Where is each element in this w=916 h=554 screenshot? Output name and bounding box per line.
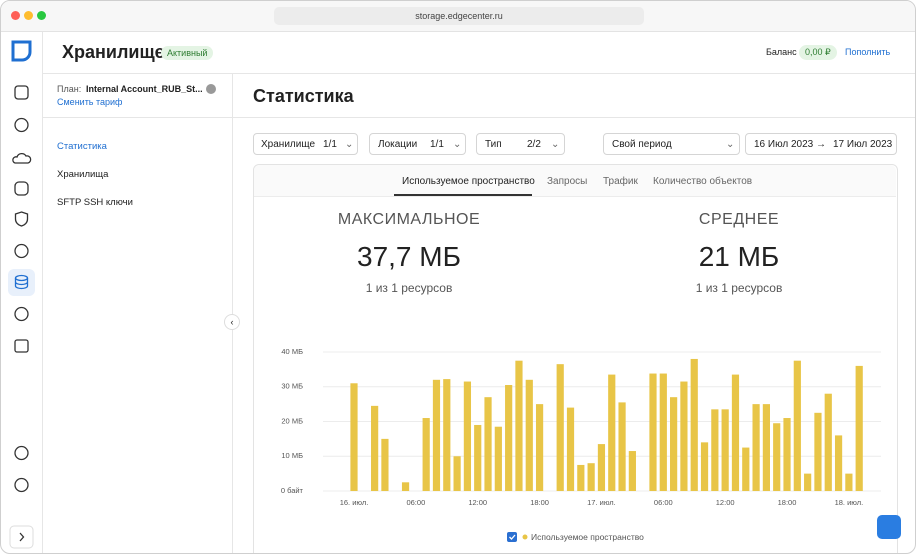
bar: [598, 444, 605, 491]
x-tick-label: 18:00: [530, 498, 549, 507]
bar: [856, 366, 863, 491]
bar: [350, 383, 357, 491]
bar: [577, 465, 584, 491]
bar: [752, 404, 759, 491]
bar: [629, 451, 636, 491]
legend-checkbox: [507, 532, 517, 542]
bar: [742, 448, 749, 491]
legend-swatch: [523, 535, 528, 540]
x-tick-label: 12:00: [716, 498, 735, 507]
bar: [505, 385, 512, 491]
x-tick-label: 18. июл.: [835, 498, 864, 507]
bar: [680, 382, 687, 491]
bar: [443, 379, 450, 491]
bar: [825, 394, 832, 491]
bar: [495, 427, 502, 491]
bar: [763, 404, 770, 491]
chat-button[interactable]: [877, 515, 901, 539]
bar: [783, 418, 790, 491]
bar: [588, 463, 595, 491]
bar: [536, 404, 543, 491]
bar: [381, 439, 388, 491]
x-tick-label: 16. июл.: [340, 498, 369, 507]
y-tick-label: 0 байт: [281, 486, 304, 495]
bar: [732, 375, 739, 491]
bar: [804, 474, 811, 491]
bar: [845, 474, 852, 491]
bar: [526, 380, 533, 491]
x-tick-label: 06:00: [654, 498, 673, 507]
bar: [660, 374, 667, 491]
bar: [773, 423, 780, 491]
bar: [814, 413, 821, 491]
bar: [794, 361, 801, 491]
x-tick-label: 17. июл.: [587, 498, 616, 507]
bar: [423, 418, 430, 491]
bar: [454, 456, 461, 491]
legend-label: Используемое пространство: [531, 532, 644, 542]
x-tick-label: 18:00: [778, 498, 797, 507]
bar: [484, 397, 491, 491]
bar: [371, 406, 378, 491]
bar: [608, 375, 615, 491]
x-tick-label: 12:00: [468, 498, 487, 507]
bar: [567, 408, 574, 491]
bar: [515, 361, 522, 491]
bar: [701, 442, 708, 491]
y-tick-label: 40 МБ: [281, 347, 303, 356]
y-tick-label: 30 МБ: [281, 382, 303, 391]
bar: [691, 359, 698, 491]
bar: [670, 397, 677, 491]
bar: [722, 409, 729, 491]
y-tick-label: 20 МБ: [281, 416, 303, 425]
bar: [649, 374, 656, 491]
bar: [618, 402, 625, 491]
bar: [711, 409, 718, 491]
x-tick-label: 06:00: [406, 498, 425, 507]
bar: [835, 435, 842, 491]
bar: [464, 382, 471, 491]
bar: [474, 425, 481, 491]
bar: [557, 364, 564, 491]
bar: [402, 482, 409, 491]
y-tick-label: 10 МБ: [281, 451, 303, 460]
bar: [433, 380, 440, 491]
